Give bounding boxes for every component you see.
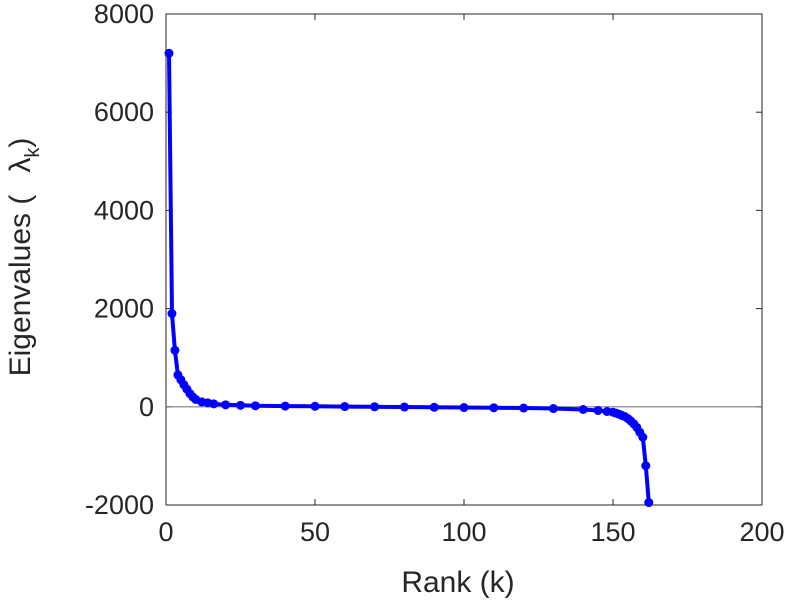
data-point (236, 400, 245, 410)
data-point (209, 399, 219, 409)
plot-frame (165, 13, 763, 506)
y-tick-label: 6000 (94, 97, 154, 127)
y-tick-label: 8000 (94, 0, 154, 29)
y-tick-label: 4000 (94, 195, 154, 225)
data-point (429, 402, 439, 412)
data-point (519, 403, 529, 413)
data-point (548, 404, 558, 414)
data-point (399, 402, 409, 412)
data-point (578, 405, 588, 415)
lambda-symbol: λ (4, 158, 37, 173)
data-point (641, 461, 651, 471)
data-point (170, 345, 180, 355)
data-point (644, 498, 654, 508)
data-point (280, 401, 290, 411)
y-axis-label-subscript: k (22, 147, 44, 158)
series-line (167, 51, 651, 505)
x-tick-label: 100 (441, 517, 486, 547)
x-tick-label: 0 (158, 517, 173, 547)
data-point (459, 403, 469, 413)
data-point (489, 403, 499, 413)
data-point (164, 48, 174, 58)
y-axis-label-close: ) (4, 138, 37, 148)
axes (165, 13, 763, 506)
data-point (310, 401, 320, 411)
x-tick-label: 200 (739, 517, 784, 547)
eigenvalue-series (164, 48, 654, 508)
x-axis-label: Rank (k) (401, 566, 514, 599)
data-point (638, 432, 648, 442)
y-axis-label-text: Eigenvalues ( (4, 195, 37, 377)
y-tick-label: 0 (139, 392, 154, 422)
x-tick-label: 50 (300, 517, 330, 547)
data-point (340, 402, 350, 412)
x-tick-label: 150 (590, 517, 635, 547)
data-point (221, 400, 231, 410)
data-point (167, 309, 177, 319)
y-tick-label: 2000 (94, 294, 154, 324)
y-tick-label: -2000 (85, 490, 154, 520)
data-point (370, 402, 380, 412)
y-axis-label: Eigenvalues ( λk) (4, 138, 44, 377)
data-point (593, 405, 603, 415)
data-point (250, 401, 260, 411)
